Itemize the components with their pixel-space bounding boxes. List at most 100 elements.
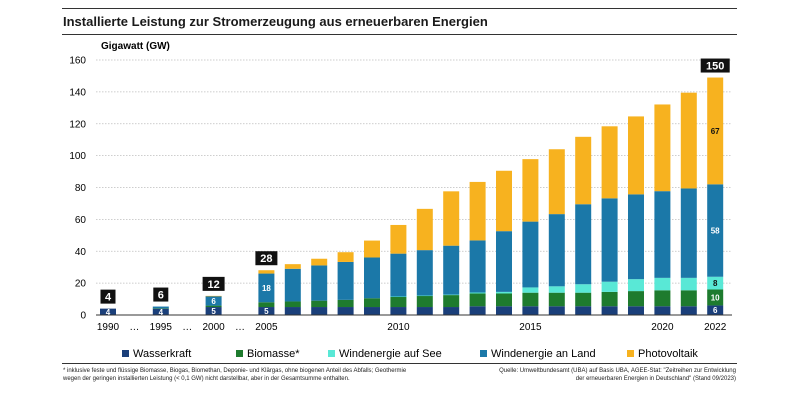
bar-segment-wasserkraft — [469, 306, 486, 315]
bar-segment-wasserkraft — [311, 307, 328, 315]
total-label: 150 — [706, 61, 724, 73]
data-label: 58 — [711, 227, 720, 236]
source-line-2: der erneuerbaren Energien in Deutschland… — [575, 376, 736, 382]
x-tick-label: 2015 — [519, 322, 542, 333]
x-tick-label: 2020 — [651, 322, 674, 333]
bottom-rule — [62, 363, 737, 364]
bar-segment-land — [522, 221, 539, 288]
bars — [100, 77, 724, 315]
bar-segment-land — [654, 191, 671, 278]
legend-label-see: Windenergie auf See — [339, 348, 442, 360]
bar-segment-land — [337, 261, 354, 300]
bar-segment-see — [496, 291, 512, 294]
legend-swatch-pv — [627, 350, 634, 357]
x-tick-label: 2000 — [202, 322, 225, 333]
bar-segment-biomasse — [205, 305, 222, 308]
total-label: 28 — [260, 253, 272, 265]
bar-segment-wasserkraft — [100, 308, 116, 315]
data-label: 6 — [713, 306, 718, 315]
bar-segment-wasserkraft — [575, 306, 592, 315]
bar-segment-pv — [469, 181, 486, 241]
source-note: Quelle: Umweltbundesamt (UBA) auf Basis … — [499, 367, 736, 383]
total-label: 4 — [105, 292, 112, 304]
legend-swatch-see — [328, 350, 335, 357]
data-label: 4 — [159, 308, 164, 317]
total-label-box — [153, 287, 169, 302]
bar-segment-wasserkraft — [522, 306, 539, 315]
x-tick-label: … — [235, 322, 245, 333]
legend-swatch-land — [480, 350, 487, 357]
bar-segment-wasserkraft — [258, 307, 275, 315]
bar-segment-pv — [654, 104, 671, 192]
total-label-box — [100, 289, 116, 304]
bar-segment-land — [152, 306, 169, 309]
bar-segment-see — [390, 296, 407, 298]
bar-segment-land — [416, 250, 433, 296]
bar-segment-land — [575, 204, 592, 285]
x-tick-label: 2010 — [387, 322, 410, 333]
bar-segment-wasserkraft — [390, 307, 407, 315]
legend: Wasserkraft Biomasse* Windenergie auf See W… — [122, 348, 698, 360]
bar-segment-biomasse — [469, 293, 486, 307]
source-line-1: Quelle: Umweltbundesamt (UBA) auf Basis … — [499, 368, 736, 374]
total-label-box — [202, 276, 225, 291]
data-label: 5 — [211, 307, 216, 316]
bar-segment-pv — [628, 116, 644, 195]
bar-segment-pv — [548, 149, 565, 215]
bar-segment-wasserkraft — [707, 305, 724, 315]
bar-segment-biomasse — [575, 292, 592, 307]
x-tick-label: 1995 — [150, 322, 173, 333]
bar-segment-see — [680, 277, 697, 291]
bar-segment-pv — [575, 136, 592, 205]
bar-segment-pv — [443, 191, 460, 246]
legend-label-land: Windenergie an Land — [491, 348, 596, 360]
x-tick-label: … — [182, 322, 192, 333]
bar-segment-wasserkraft — [152, 308, 169, 315]
x-tick-label: 2022 — [704, 322, 727, 333]
bar-segment-see — [654, 277, 671, 291]
y-tick-label: 140 — [69, 87, 86, 98]
bar-segment-biomasse — [390, 296, 407, 308]
total-label: 6 — [158, 290, 164, 302]
bar-segment-land — [443, 245, 460, 295]
bar-segment-biomasse — [364, 298, 380, 308]
bar-segment-land — [469, 240, 486, 293]
bar-segment-biomasse — [152, 308, 169, 309]
bar-segment-see — [601, 281, 618, 292]
x-tick-label: 1990 — [97, 322, 120, 333]
bar-segment-pv — [311, 258, 328, 266]
bar-segment-wasserkraft — [364, 307, 380, 315]
bar-segment-wasserkraft — [496, 306, 512, 315]
total-label: 12 — [207, 279, 219, 291]
bar-segment-wasserkraft — [548, 306, 565, 315]
title-rule — [62, 34, 737, 35]
bar-segment-wasserkraft — [416, 307, 433, 315]
bar-segment-land — [628, 194, 644, 280]
bar-segment-biomasse — [284, 301, 301, 308]
bar-segment-see — [575, 284, 592, 293]
data-label: 8 — [713, 279, 718, 288]
bar-segment-land — [548, 214, 565, 287]
data-label: 6 — [211, 297, 216, 306]
bar-segment-see — [522, 287, 539, 293]
bar-segment-pv — [680, 92, 697, 189]
grid — [96, 59, 732, 284]
footnote-line-1: * inklusive feste und flüssige Biomasse,… — [63, 368, 407, 374]
bar-segment-wasserkraft — [601, 306, 618, 315]
data-label: 10 — [711, 293, 720, 302]
bar-segment-biomasse — [548, 292, 565, 307]
bar-segment-land — [707, 184, 724, 277]
bar-segment-biomasse — [496, 293, 512, 307]
x-tick-label: 2005 — [255, 322, 278, 333]
y-tick-label: 100 — [69, 151, 86, 162]
y-tick-label: 60 — [75, 215, 87, 226]
bar-segment-wasserkraft — [284, 307, 301, 315]
bar-segment-pv — [258, 270, 275, 274]
bar-segment-see — [469, 292, 486, 294]
y-tick-label: 80 — [75, 183, 87, 194]
y-tick-label: 20 — [75, 279, 87, 290]
y-tick-label: 160 — [69, 56, 86, 67]
data-label: 18 — [262, 284, 271, 293]
